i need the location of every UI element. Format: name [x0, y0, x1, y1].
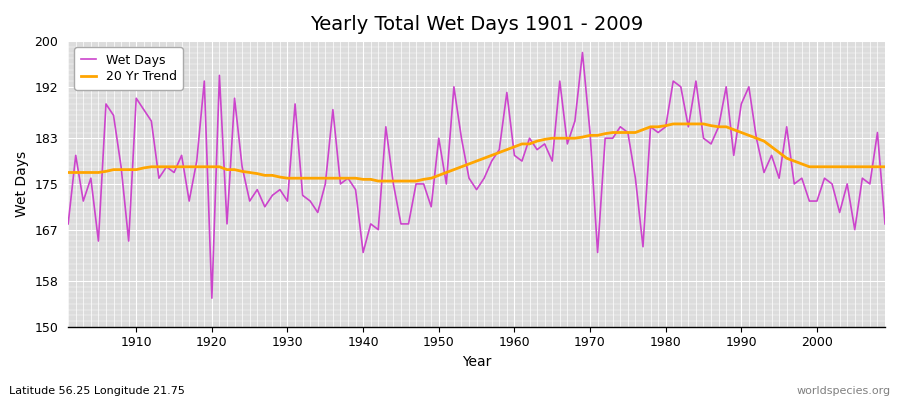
- Line: 20 Yr Trend: 20 Yr Trend: [68, 124, 885, 181]
- Wet Days: [615, 124, 626, 129]
- 20 Yr Trend: [290, 176, 301, 181]
- Wet Days: [577, 50, 588, 55]
- 20 Yr Trend: [668, 122, 679, 126]
- Title: Yearly Total Wet Days 1901 - 2009: Yearly Total Wet Days 1901 - 2009: [310, 15, 644, 34]
- Legend: Wet Days, 20 Yr Trend: Wet Days, 20 Yr Trend: [75, 47, 183, 90]
- Line: Wet Days: Wet Days: [68, 52, 885, 298]
- Wet Days: [517, 159, 527, 164]
- Wet Days: [123, 239, 134, 244]
- Wet Days: [343, 176, 354, 181]
- 20 Yr Trend: [373, 179, 383, 184]
- Wet Days: [297, 193, 308, 198]
- 20 Yr Trend: [517, 142, 527, 146]
- Y-axis label: Wet Days: Wet Days: [15, 151, 29, 217]
- Text: worldspecies.org: worldspecies.org: [796, 386, 891, 396]
- X-axis label: Year: Year: [462, 355, 491, 369]
- Wet Days: [509, 153, 520, 158]
- Text: Latitude 56.25 Longitude 21.75: Latitude 56.25 Longitude 21.75: [9, 386, 184, 396]
- 20 Yr Trend: [879, 164, 890, 169]
- Wet Days: [879, 222, 890, 226]
- 20 Yr Trend: [509, 144, 520, 149]
- Wet Days: [63, 222, 74, 226]
- 20 Yr Trend: [123, 167, 134, 172]
- 20 Yr Trend: [335, 176, 346, 181]
- 20 Yr Trend: [63, 170, 74, 175]
- Wet Days: [206, 296, 217, 300]
- 20 Yr Trend: [608, 130, 618, 135]
